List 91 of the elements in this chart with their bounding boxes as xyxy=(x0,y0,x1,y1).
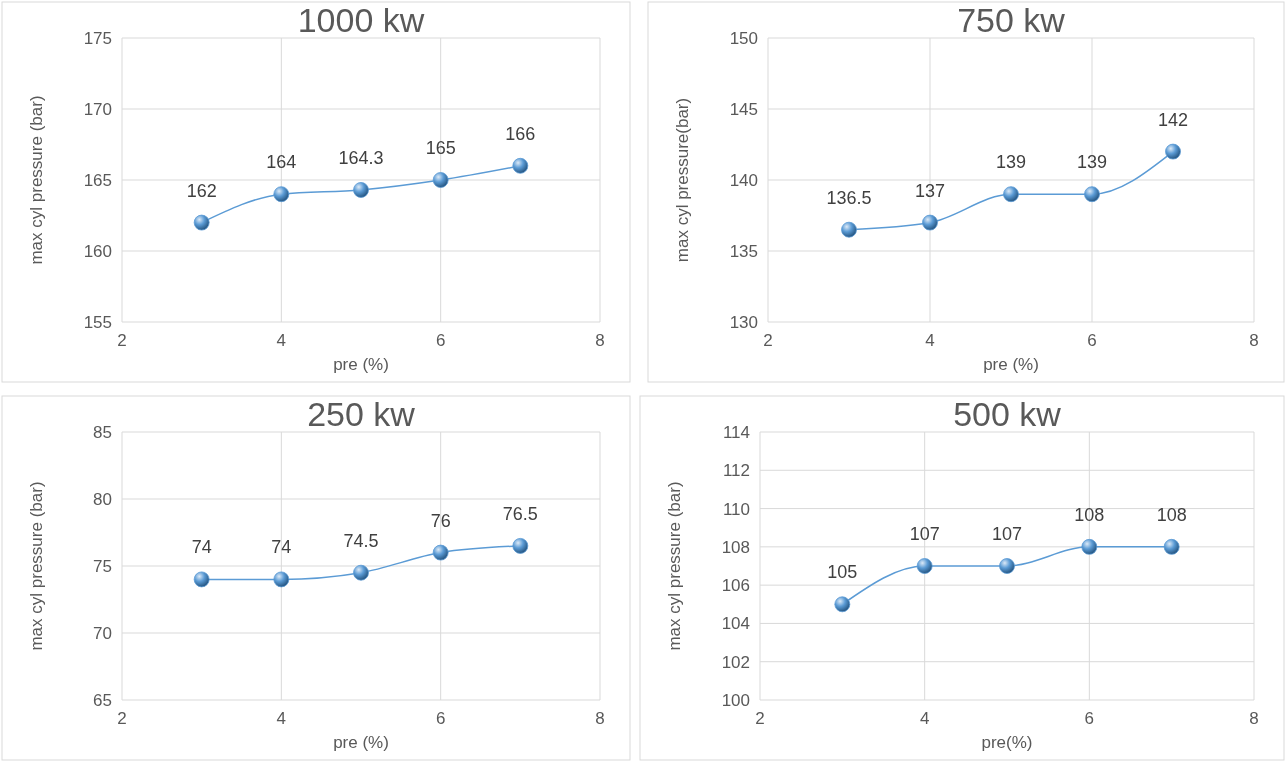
y-tick-label: 100 xyxy=(721,690,750,710)
y-tick-label: 165 xyxy=(83,170,112,190)
point xyxy=(834,596,851,613)
data-label: 162 xyxy=(186,180,217,201)
y-tick-label: 104 xyxy=(721,614,750,634)
y-tick-label: 108 xyxy=(721,537,750,557)
point xyxy=(1163,538,1180,555)
point xyxy=(999,558,1015,574)
data-label: 74 xyxy=(271,537,292,558)
x-axis-title: pre (%) xyxy=(983,355,1039,374)
y-tick-label: 80 xyxy=(93,489,112,509)
x-tick-label: 6 xyxy=(1087,331,1097,350)
x-tick-label: 4 xyxy=(276,331,287,350)
y-axis-title: max cyl pressure(bar) xyxy=(673,97,692,263)
point xyxy=(922,214,938,231)
y-tick-label: 114 xyxy=(722,422,750,442)
x-axis-title: pre(%) xyxy=(981,733,1033,752)
y-tick-label: 130 xyxy=(729,312,758,332)
point xyxy=(193,214,210,231)
data-label: 142 xyxy=(1157,109,1189,130)
data-label: 165 xyxy=(425,138,456,158)
y-tick-label: 140 xyxy=(729,170,758,190)
data-label: 74.5 xyxy=(343,530,379,551)
point xyxy=(1003,186,1019,203)
data-label: 107 xyxy=(991,524,1023,544)
x-tick-label: 8 xyxy=(1249,709,1259,728)
data-label: 105 xyxy=(827,562,858,583)
y-tick-label: 170 xyxy=(83,99,112,119)
data-label: 108 xyxy=(1074,504,1105,525)
y-tick-label: 150 xyxy=(729,28,758,48)
chart-title: 750 kw xyxy=(957,1,1066,39)
y-tick-label: 102 xyxy=(721,652,750,672)
data-label: 139 xyxy=(1076,152,1108,173)
data-label: 164 xyxy=(266,152,297,173)
x-tick-label: 6 xyxy=(1084,709,1095,728)
x-tick-label: 2 xyxy=(117,709,127,728)
x-tick-label: 8 xyxy=(595,709,605,728)
x-tick-label: 6 xyxy=(435,331,446,350)
point xyxy=(353,564,369,581)
y-axis-title: max cyl pressure (bar) xyxy=(27,481,46,651)
x-tick-label: 4 xyxy=(276,709,287,728)
data-label: 136.5 xyxy=(826,187,872,208)
x-tick-label: 8 xyxy=(1249,331,1259,350)
point xyxy=(512,157,529,174)
x-tick-label: 2 xyxy=(763,331,773,350)
chart-title: 1000 kw xyxy=(297,1,425,39)
y-tick-label: 155 xyxy=(83,312,112,332)
x-axis-title: pre (%) xyxy=(333,733,389,752)
point xyxy=(432,544,449,561)
y-tick-label: 85 xyxy=(93,422,112,442)
y-tick-label: 160 xyxy=(83,241,112,261)
data-label: 108 xyxy=(1156,504,1187,525)
y-tick-label: 112 xyxy=(722,461,750,481)
y-tick-label: 145 xyxy=(729,99,758,119)
point xyxy=(1081,538,1098,555)
data-label: 139 xyxy=(995,152,1027,173)
data-label: 137 xyxy=(914,180,946,201)
y-axis-title: max cyl pressure (bar) xyxy=(665,481,684,651)
y-tick-label: 110 xyxy=(722,499,750,519)
data-label: 76.5 xyxy=(502,503,538,524)
x-tick-label: 2 xyxy=(755,709,765,728)
x-tick-label: 8 xyxy=(595,331,605,350)
data-label: 166 xyxy=(505,123,536,144)
point xyxy=(841,221,857,238)
point xyxy=(432,172,449,188)
data-label: 164.3 xyxy=(338,147,384,168)
y-tick-label: 70 xyxy=(93,623,112,643)
point xyxy=(273,571,290,588)
y-axis-title: max cyl pressure (bar) xyxy=(27,95,46,265)
point xyxy=(193,571,210,588)
data-label: 76 xyxy=(430,510,451,531)
x-axis-title: pre (%) xyxy=(333,355,389,374)
chart-title: 500 kw xyxy=(953,395,1062,433)
point xyxy=(353,182,369,198)
x-tick-label: 2 xyxy=(117,331,127,350)
point xyxy=(916,558,933,574)
y-tick-label: 65 xyxy=(93,690,112,710)
point xyxy=(273,186,290,203)
data-label: 74 xyxy=(191,537,212,558)
y-tick-label: 75 xyxy=(93,556,112,576)
data-label: 107 xyxy=(909,524,940,544)
point xyxy=(512,538,529,554)
point xyxy=(1084,186,1100,203)
y-tick-label: 135 xyxy=(729,241,758,261)
x-tick-label: 4 xyxy=(919,709,930,728)
y-tick-label: 106 xyxy=(721,576,750,596)
point xyxy=(1165,143,1181,160)
chart-title: 250 kw xyxy=(307,395,416,433)
x-tick-label: 4 xyxy=(925,331,935,350)
x-tick-label: 6 xyxy=(435,709,446,728)
y-tick-label: 175 xyxy=(83,28,112,48)
